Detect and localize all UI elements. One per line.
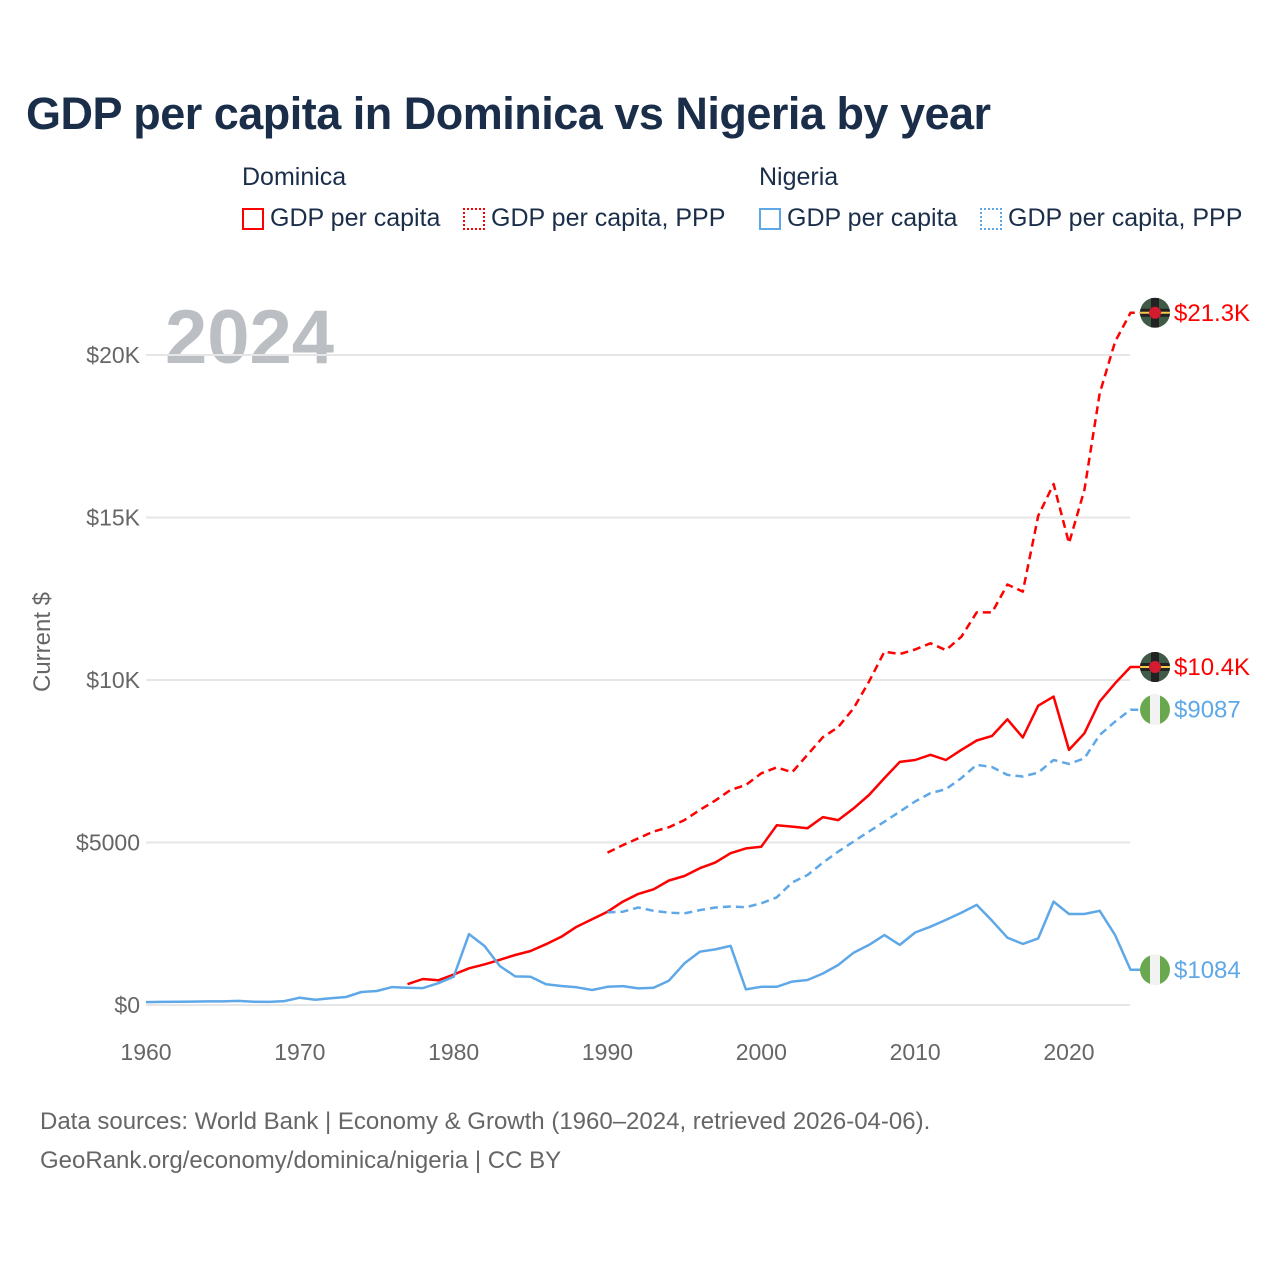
y-axis-label: Current $ xyxy=(29,592,56,692)
legend-label: GDP per capita xyxy=(787,204,958,232)
legend-item-dominica-ppp[interactable]: GDP per capita, PPP xyxy=(463,204,725,233)
legend-label: GDP per capita, PPP xyxy=(1008,204,1243,232)
x-tick-label: 1960 xyxy=(120,1039,171,1065)
x-tick-label: 1970 xyxy=(274,1039,325,1065)
x-tick-label: 2020 xyxy=(1043,1039,1094,1065)
y-tick-label: $15K xyxy=(86,505,140,531)
legend-swatch-dotted-blue xyxy=(980,207,1002,230)
end-value-label: $9087 xyxy=(1174,697,1241,724)
legend-label: GDP per capita xyxy=(270,204,441,232)
footer-link[interactable]: GeoRank.org/economy/dominica/nigeria | C… xyxy=(40,1147,562,1174)
y-tick-label: $0 xyxy=(114,992,140,1018)
end-value-label: $10.4K xyxy=(1174,654,1250,681)
dominica-flag-icon xyxy=(1140,297,1170,328)
x-tick-label: 1990 xyxy=(582,1039,633,1065)
year-watermark: 2024 xyxy=(165,295,334,380)
flag-white xyxy=(1150,954,1160,985)
series-line-nigeria-gdp-per-capita xyxy=(145,900,1155,1004)
dominica-flag-icon xyxy=(1140,652,1170,682)
footer-sources: Data sources: World Bank | Economy & Gro… xyxy=(40,1108,931,1135)
legend-swatch-solid-blue xyxy=(759,207,781,230)
flag-disc xyxy=(1149,306,1161,319)
legend-label: GDP per capita, PPP xyxy=(491,204,726,232)
y-tick-label: $5000 xyxy=(76,830,140,856)
x-tick-label: 2010 xyxy=(890,1039,941,1065)
legend-group-nigeria: Nigeria xyxy=(759,163,839,191)
legend-item-nigeria-gdp[interactable]: GDP per capita xyxy=(759,204,957,233)
end-value-label: $21.3K xyxy=(1174,300,1250,327)
y-tick-label: $10K xyxy=(86,667,140,693)
legend-swatch-solid-red xyxy=(242,207,264,230)
series-line-dominica-gdp-per-capita xyxy=(407,665,1155,986)
end-value-label: $1084 xyxy=(1174,957,1241,984)
legend-swatch-dotted-red xyxy=(463,207,485,230)
y-tick-label: $20K xyxy=(86,342,140,368)
nigeria-flag-icon xyxy=(1140,694,1170,725)
series-line-dominica-gdp-per-capita-ppp xyxy=(606,311,1155,854)
legend-item-nigeria-ppp[interactable]: GDP per capita, PPP xyxy=(980,204,1242,233)
legend-item-dominica-gdp[interactable]: GDP per capita xyxy=(242,204,440,233)
legend-group-dominica: Dominica xyxy=(242,163,347,191)
x-tick-label: 1980 xyxy=(428,1039,479,1065)
series-line-nigeria-gdp-per-capita-ppp xyxy=(607,708,1155,915)
x-tick-label: 2000 xyxy=(736,1039,787,1065)
flag-white xyxy=(1150,694,1160,725)
nigeria-flag-icon xyxy=(1140,954,1170,985)
flag-disc xyxy=(1149,661,1161,673)
chart-title: GDP per capita in Dominica vs Nigeria by… xyxy=(26,88,991,139)
